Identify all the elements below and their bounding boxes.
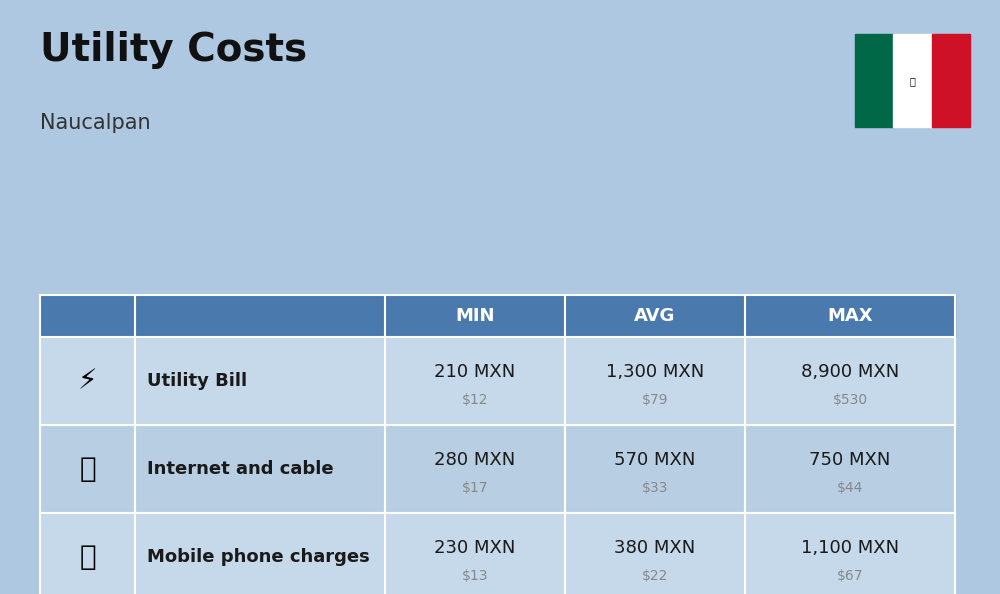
Text: ⚡: ⚡: [78, 367, 97, 395]
Text: 230 MXN: 230 MXN: [434, 539, 516, 557]
Text: Mobile phone charges: Mobile phone charges: [147, 548, 370, 565]
Bar: [565, 295, 745, 337]
Text: 1,100 MXN: 1,100 MXN: [801, 539, 899, 557]
Bar: [135, 295, 385, 337]
Bar: [565, 513, 745, 594]
Text: $530: $530: [832, 393, 868, 407]
Text: Naucalpan: Naucalpan: [40, 113, 151, 133]
Text: 280 MXN: 280 MXN: [434, 451, 516, 469]
Text: Utility Costs: Utility Costs: [40, 31, 307, 69]
Text: 🦅: 🦅: [910, 75, 915, 86]
Bar: [745, 337, 955, 425]
Text: $33: $33: [642, 481, 668, 495]
Text: 750 MXN: 750 MXN: [809, 451, 891, 469]
Bar: [40, 425, 135, 513]
Bar: [745, 425, 955, 513]
Text: 380 MXN: 380 MXN: [614, 539, 696, 557]
Text: $79: $79: [642, 393, 668, 407]
Text: AVG: AVG: [634, 307, 676, 325]
Text: MAX: MAX: [827, 307, 873, 325]
Text: 8,900 MXN: 8,900 MXN: [801, 363, 899, 381]
Bar: [40, 513, 135, 594]
Text: Utility Bill: Utility Bill: [147, 372, 247, 390]
Text: MIN: MIN: [455, 307, 495, 325]
Text: $44: $44: [837, 481, 863, 495]
Text: 📱: 📱: [79, 543, 96, 571]
Text: 1,300 MXN: 1,300 MXN: [606, 363, 704, 381]
Bar: [745, 295, 955, 337]
Bar: [855, 34, 893, 128]
Text: Internet and cable: Internet and cable: [147, 460, 334, 478]
Bar: [745, 513, 955, 594]
Bar: [40, 295, 135, 337]
Bar: [565, 337, 745, 425]
Bar: [385, 513, 565, 594]
Bar: [893, 34, 932, 128]
Text: $17: $17: [462, 481, 488, 495]
Text: 210 MXN: 210 MXN: [434, 363, 516, 381]
Bar: [565, 425, 745, 513]
Bar: [135, 513, 385, 594]
Bar: [40, 337, 135, 425]
Bar: [932, 34, 970, 128]
Text: 📶: 📶: [79, 455, 96, 483]
Text: $12: $12: [462, 393, 488, 407]
Bar: [385, 337, 565, 425]
Bar: [385, 425, 565, 513]
Text: $22: $22: [642, 569, 668, 583]
Bar: [135, 425, 385, 513]
Text: 570 MXN: 570 MXN: [614, 451, 696, 469]
Bar: [135, 337, 385, 425]
Bar: [385, 295, 565, 337]
Text: $67: $67: [837, 569, 863, 583]
Text: $13: $13: [462, 569, 488, 583]
